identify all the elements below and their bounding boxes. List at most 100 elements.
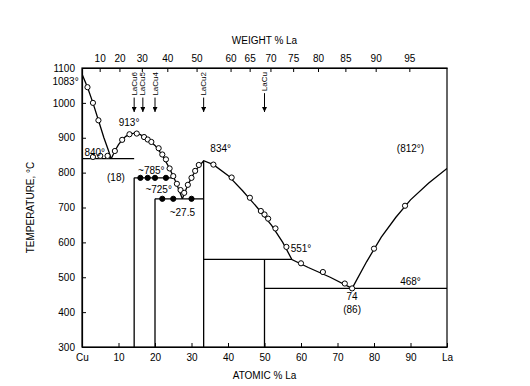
open-point <box>160 152 165 157</box>
open-point <box>273 226 278 231</box>
tick: 1100 <box>53 63 86 74</box>
tick: 500 <box>58 272 86 283</box>
tick-mark <box>293 68 294 72</box>
tick: 800 <box>58 167 86 178</box>
tick-label: 10 <box>113 352 125 363</box>
tick-mark <box>338 343 339 347</box>
x2-axis-title: WEIGHT % La <box>232 35 298 46</box>
open-point <box>189 175 194 180</box>
tick-label: 60 <box>225 53 237 64</box>
tick: La <box>442 343 454 363</box>
open-point <box>120 137 125 142</box>
tick-mark <box>301 343 302 347</box>
annotation: 913° <box>119 117 140 128</box>
phase-boundary <box>203 161 204 347</box>
compound-label: LaCu2 <box>199 71 208 95</box>
tick-label: Cu <box>76 352 89 363</box>
tick-mark <box>409 68 410 72</box>
annotation: (86) <box>343 304 361 315</box>
tick-label: 65 <box>245 53 257 64</box>
phase-boundary <box>352 168 447 288</box>
tick-mark <box>345 68 346 72</box>
tick-mark <box>318 68 319 72</box>
tick: 90 <box>405 343 417 363</box>
tick: 30 <box>186 343 198 363</box>
tick-label: 40 <box>223 352 235 363</box>
open-point <box>371 246 376 251</box>
tick-label: 300 <box>58 342 75 353</box>
tick-label: 70 <box>265 53 277 64</box>
tick: 900 <box>58 132 86 143</box>
tick-mark <box>82 347 86 348</box>
tick-label: 90 <box>405 352 417 363</box>
phase-boundary <box>265 288 448 289</box>
annotation: 840° <box>84 147 105 158</box>
tick: 80 <box>369 343 381 363</box>
compound-arrow <box>264 93 265 112</box>
tick: 65 <box>245 53 257 72</box>
compound-label: LaCu4 <box>151 71 160 95</box>
annotation: (812°) <box>397 143 424 154</box>
filled-point <box>171 196 176 201</box>
tick: 60 <box>225 53 237 72</box>
annotation: ~785° <box>138 165 165 176</box>
phase-boundary <box>111 133 182 199</box>
annotation: 1083° <box>52 76 78 87</box>
tick-mark <box>228 343 229 347</box>
tick: 90 <box>371 53 383 72</box>
tick-mark <box>119 68 120 72</box>
phase-boundary <box>264 259 265 347</box>
axis-line <box>83 68 448 69</box>
tick: 400 <box>58 307 86 318</box>
compound-arrow <box>203 98 204 112</box>
open-point <box>112 148 117 153</box>
tick-label: 600 <box>58 237 75 248</box>
tick: 30 <box>137 53 149 72</box>
tick-label: 85 <box>340 53 352 64</box>
tick: 50 <box>192 53 204 72</box>
tick-mark <box>192 343 193 347</box>
open-point <box>85 85 90 90</box>
chart: Cu102030405060708090La102030405060657075… <box>0 0 530 386</box>
tick-mark <box>82 242 86 243</box>
tick: 70 <box>265 53 277 72</box>
tick-label: 800 <box>58 167 75 178</box>
open-point <box>105 153 110 158</box>
tick: 600 <box>58 237 86 248</box>
tick: 300 <box>58 342 86 353</box>
compound-label: LaCu6 <box>130 71 139 95</box>
tick: 60 <box>296 343 308 363</box>
tick: 85 <box>340 53 352 72</box>
tick: 75 <box>288 53 300 72</box>
open-point <box>298 261 303 266</box>
tick-mark <box>167 68 168 72</box>
axis-line <box>83 347 448 348</box>
background <box>0 0 530 386</box>
annotation: 468° <box>400 276 421 287</box>
tick-label: 20 <box>150 352 162 363</box>
annotation: 74 <box>347 291 359 302</box>
open-point <box>174 181 179 186</box>
open-point <box>134 131 139 136</box>
tick: 700 <box>58 202 86 213</box>
tick-label: 20 <box>114 53 126 64</box>
tick-mark <box>270 68 271 72</box>
tick-label: 700 <box>58 202 75 213</box>
tick-mark <box>197 68 198 72</box>
open-point <box>185 182 190 187</box>
tick: 1000 <box>53 98 86 109</box>
tick-mark <box>82 103 86 104</box>
tick-label: 1100 <box>53 63 75 74</box>
tick: 95 <box>404 53 416 72</box>
tick: 40 <box>162 53 174 72</box>
compound-label: LaCu <box>260 72 269 91</box>
tick-label: 90 <box>371 53 383 64</box>
tick-label: 40 <box>162 53 174 64</box>
tick-mark <box>250 68 251 72</box>
tick-mark <box>376 68 377 72</box>
y-axis-title: TEMPERATURE, °C <box>25 162 36 254</box>
x2-axis: 10203040506065707580859095 <box>83 53 448 72</box>
compound-label: LaCu5 <box>138 71 147 95</box>
tick: 80 <box>313 53 325 72</box>
tick-label: 80 <box>313 53 325 64</box>
